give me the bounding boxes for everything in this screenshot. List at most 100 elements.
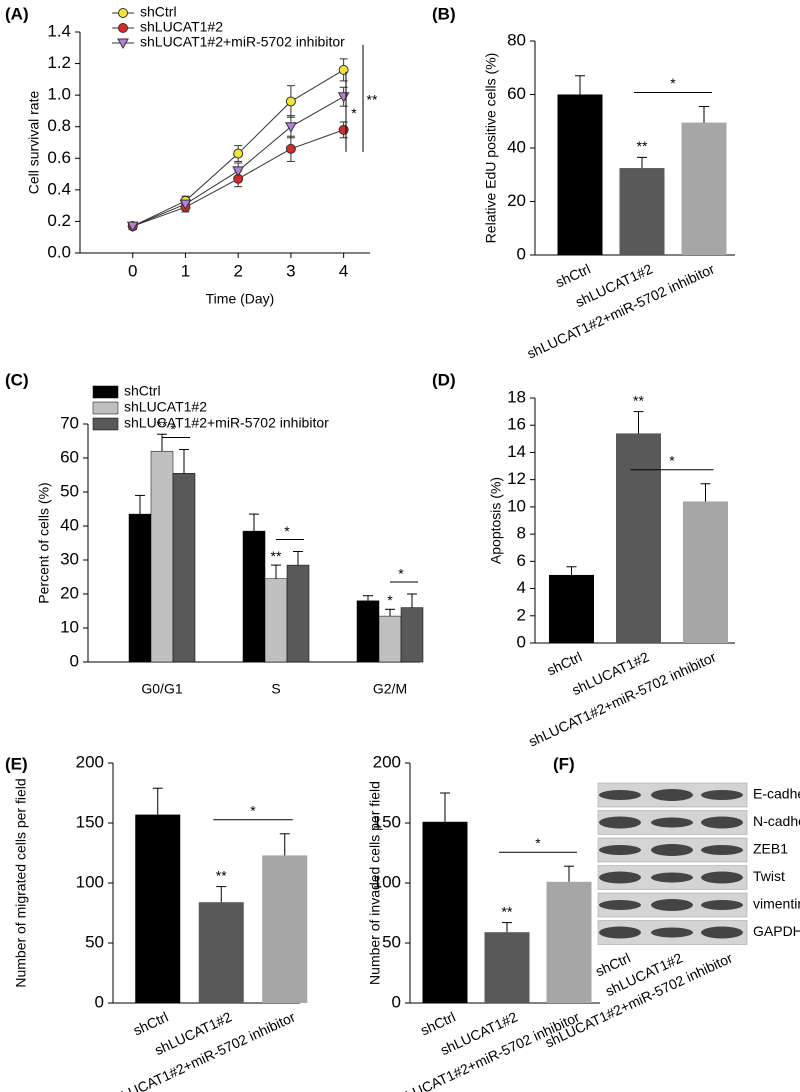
blot-band (701, 926, 743, 939)
panel-label: (C) (5, 370, 29, 389)
bar (619, 168, 665, 255)
bar (264, 578, 288, 663)
x-tick-label: shCtrl (553, 261, 593, 291)
y-tick-label: 30 (60, 549, 79, 568)
blot-band (599, 871, 641, 884)
y-tick-label: 0 (70, 651, 79, 670)
bar (172, 473, 196, 663)
legend-swatch (92, 401, 119, 415)
protein-label: vimentin (753, 896, 800, 912)
legend-marker (118, 23, 128, 33)
legend-marker (117, 38, 129, 50)
panel-label: (F) (553, 754, 575, 773)
legend-label: shCtrl (124, 383, 161, 399)
x-tick-label: shCtrl (544, 649, 584, 679)
y-axis-label: Number of migrated cells per field (13, 778, 29, 987)
y-tick-label: 0.0 (47, 242, 71, 261)
bar (135, 814, 181, 1003)
y-axis-label: Relative EdU positive cells (%) (483, 53, 499, 244)
marker (338, 124, 349, 135)
legend-label: shLUCAT1#2 (140, 19, 223, 35)
annotation: * (250, 803, 256, 819)
x-axis-label: Time (Day) (206, 291, 275, 307)
y-tick-label: 0.8 (47, 116, 71, 135)
bar (549, 574, 594, 643)
panel-label: (B) (432, 4, 456, 23)
x-tick-label: 0 (128, 261, 137, 280)
y-tick-label: 70 (60, 413, 79, 432)
protein-label: Twist (753, 868, 785, 884)
y-tick-label: 12 (507, 469, 526, 488)
annotation: * (351, 105, 357, 121)
y-tick-label: 0.6 (47, 148, 71, 167)
legend-marker (118, 8, 128, 18)
y-tick-label: 50 (60, 481, 79, 500)
annotation: ** (216, 867, 227, 883)
blot-band (599, 816, 641, 829)
legend-swatch (92, 385, 119, 399)
y-tick-label: 0.2 (47, 211, 71, 230)
annotation: ** (271, 548, 282, 564)
panel-label: (D) (432, 370, 456, 389)
legend-label: shLUCAT1#2+miR-5702 inhibitor (140, 34, 345, 50)
y-tick-label: 16 (507, 415, 526, 434)
x-tick-label: G2/M (373, 681, 407, 697)
legend-label: shLUCAT1#2+miR-5702 inhibitor (124, 415, 329, 431)
x-tick-label: S (271, 681, 280, 697)
marker (285, 143, 296, 154)
blot-band (651, 927, 693, 938)
bar (422, 821, 468, 1003)
y-tick-label: 80 (507, 30, 526, 49)
blot-band (651, 872, 693, 883)
annotation: * (284, 523, 290, 539)
y-tick-label: 10 (60, 617, 79, 636)
y-tick-label: 6 (517, 551, 526, 570)
bar (242, 530, 266, 663)
y-tick-label: 100 (373, 872, 401, 891)
annotation: * (535, 835, 541, 851)
marker (285, 96, 296, 107)
y-axis-label: Apoptosis (%) (488, 477, 504, 564)
blot-band (651, 844, 693, 856)
blot-band (701, 900, 743, 910)
blot-band (701, 871, 743, 884)
bar (286, 564, 310, 663)
annotation: ** (502, 903, 513, 919)
blot-band (599, 790, 641, 800)
y-tick-label: 150 (76, 812, 104, 831)
bar (681, 122, 727, 256)
y-tick-label: 0 (517, 244, 526, 263)
y-tick-label: 18 (507, 387, 526, 406)
y-tick-label: 10 (507, 496, 526, 515)
protein-label: ZEB1 (753, 841, 788, 857)
marker (126, 221, 139, 233)
x-tick-label: shCtrl (131, 1009, 171, 1039)
protein-label: N-cadherin (753, 813, 800, 829)
bar (400, 607, 424, 663)
bar (262, 855, 308, 1003)
blot-band (599, 926, 641, 939)
annotation: * (670, 75, 676, 91)
y-tick-label: 0.4 (47, 179, 71, 198)
y-tick-label: 20 (507, 191, 526, 210)
blot-band (701, 845, 743, 855)
y-tick-label: 50 (85, 932, 104, 951)
panel-label: (A) (5, 4, 29, 23)
y-tick-label: 20 (60, 583, 79, 602)
x-tick-label: 1 (181, 261, 190, 280)
legend-swatch (92, 417, 119, 431)
blot-band (651, 899, 693, 911)
blot-band (599, 845, 641, 855)
y-tick-label: 40 (507, 137, 526, 156)
bar (128, 513, 152, 663)
marker (337, 92, 350, 103)
y-axis-label: Percent of cells (%) (36, 482, 52, 603)
blot-band (651, 789, 693, 801)
y-tick-label: 0 (392, 992, 401, 1011)
bar (356, 600, 380, 663)
bar (484, 932, 530, 1003)
marker (179, 199, 192, 211)
bar (557, 94, 603, 255)
annotation: * (398, 566, 404, 582)
